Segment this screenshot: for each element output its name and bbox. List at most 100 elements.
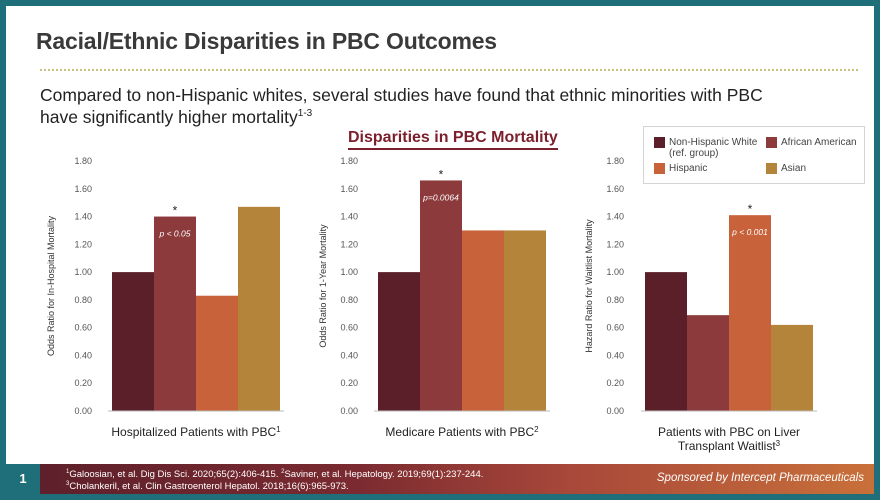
legend-swatch bbox=[654, 137, 665, 148]
y-tick-label: 1.00 bbox=[340, 267, 358, 277]
bar-2 bbox=[687, 315, 729, 411]
legend-label-line: African American bbox=[781, 137, 857, 148]
chart-1: 0.00 0.20 0.40 0.60 0.80 1.00 1.20 1.40 1.60 1.80… bbox=[46, 156, 284, 439]
ref2-text: Saviner, et al. Hepatology. 2019;69(1):2… bbox=[284, 469, 484, 481]
x-axis-caption-line: Medicare Patients with PBC2 bbox=[385, 425, 539, 439]
y-tick-label: 1.00 bbox=[74, 267, 92, 277]
ref2-sup: 2 bbox=[281, 469, 285, 475]
x-axis-caption-text: Transplant Waitlist bbox=[678, 439, 776, 453]
p-value-label: p=0.0064 bbox=[422, 192, 459, 202]
y-tick-label: 1.40 bbox=[340, 212, 358, 222]
y-tick-label: 0.60 bbox=[74, 323, 92, 333]
p-value-label: p < 0.05 bbox=[159, 229, 191, 239]
y-tick-label: 1.20 bbox=[340, 239, 358, 249]
significance-star: * bbox=[748, 202, 753, 216]
y-tick-label: 1.60 bbox=[74, 184, 92, 194]
y-tick-label: 0.00 bbox=[606, 406, 624, 416]
intro-text: Compared to non-Hispanic whites, several… bbox=[40, 84, 800, 128]
y-tick-label: 0.80 bbox=[74, 295, 92, 305]
reference-line-1: 1Galoosian, et al. Dig Dis Sci. 2020;65(… bbox=[66, 469, 483, 480]
y-tick-label: 0.60 bbox=[606, 323, 624, 333]
section-heading: Disparities in PBC Mortality bbox=[348, 129, 558, 150]
y-tick-label: 0.80 bbox=[606, 295, 624, 305]
y-tick-label: 1.40 bbox=[606, 212, 624, 222]
y-tick-label: 0.80 bbox=[340, 295, 358, 305]
legend-swatch bbox=[766, 137, 777, 148]
y-tick-label: 0.40 bbox=[74, 350, 92, 360]
title-divider bbox=[40, 69, 858, 71]
x-axis-caption-citation: 3 bbox=[776, 439, 781, 448]
y-tick-label: 0.00 bbox=[340, 406, 358, 416]
y-axis-label: Hazard Ratio for Waitlist Mortality bbox=[584, 219, 594, 353]
bar-1 bbox=[378, 272, 420, 411]
bar-4 bbox=[504, 230, 546, 411]
y-tick-label: 1.60 bbox=[606, 184, 624, 194]
y-tick-label: 1.20 bbox=[74, 239, 92, 249]
charts-canvas: 0.00 0.20 0.40 0.60 0.80 1.00 1.20 1.40 1.60 1.80… bbox=[46, 156, 817, 453]
y-tick-label: 1.80 bbox=[606, 156, 624, 166]
ref3-text: Cholankeril, et al. Clin Gastroenterol H… bbox=[69, 481, 349, 493]
intro-line-2-text: have significantly higher mortality bbox=[40, 107, 298, 127]
legend-label-line: Hispanic bbox=[669, 163, 708, 174]
x-axis-caption-citation: 2 bbox=[534, 425, 539, 434]
bar-4 bbox=[771, 324, 813, 411]
x-axis-caption-text: Patients with PBC on Liver bbox=[658, 425, 800, 439]
y-tick-label: 0.60 bbox=[340, 323, 358, 333]
ref3-sup: 3 bbox=[66, 481, 70, 487]
y-axis-label: Odds Ratio for 1-Year Mortality bbox=[318, 224, 328, 348]
legend-swatch bbox=[766, 163, 777, 174]
legend-label-line: Asian bbox=[781, 163, 807, 174]
x-axis-caption-line: Patients with PBC on Liver bbox=[658, 425, 800, 439]
y-axis-label: Odds Ratio for In-Hospital Mortality bbox=[46, 215, 56, 356]
legend-label: African American bbox=[781, 137, 857, 148]
bar-4 bbox=[238, 206, 280, 411]
chart-3: 0.00 0.20 0.40 0.60 0.80 1.00 1.20 1.40 1.60 1.80… bbox=[584, 156, 817, 453]
y-tick-label: 1.80 bbox=[340, 156, 358, 166]
x-axis-caption-line: Hospitalized Patients with PBC1 bbox=[111, 425, 281, 439]
legend-label-line: (ref. group) bbox=[669, 148, 719, 159]
x-axis-caption-line: Transplant Waitlist3 bbox=[678, 439, 781, 453]
legend-label: Asian bbox=[781, 163, 806, 174]
x-axis-caption-citation: 1 bbox=[276, 425, 281, 434]
y-tick-label: 0.20 bbox=[606, 378, 624, 388]
chart-legend: Non-Hispanic White (ref. group) African Am… bbox=[643, 126, 865, 184]
bar-1 bbox=[645, 272, 687, 411]
bar-1 bbox=[112, 272, 154, 411]
legend-swatch bbox=[654, 163, 665, 174]
y-tick-label: 0.40 bbox=[606, 350, 624, 360]
y-tick-label: 0.00 bbox=[74, 406, 92, 416]
bar-3 bbox=[729, 215, 771, 411]
y-tick-label: 0.20 bbox=[74, 378, 92, 388]
y-tick-label: 1.60 bbox=[340, 184, 358, 194]
legend-label: Non-Hispanic White (ref. group) bbox=[669, 137, 757, 159]
intro-line-2: have significantly higher mortality1-3 bbox=[40, 106, 800, 128]
ref1-text: Galoosian, et al. Dig Dis Sci. 2020;65(2… bbox=[69, 469, 282, 481]
y-tick-label: 0.20 bbox=[340, 378, 358, 388]
intro-line-1: Compared to non-Hispanic whites, several… bbox=[40, 85, 763, 105]
legend-label-line: Non-Hispanic White bbox=[669, 137, 758, 148]
footer-bar: 1 1Galoosian, et al. Dig Dis Sci. 2020;6… bbox=[6, 464, 874, 494]
bar-3 bbox=[196, 295, 238, 411]
y-tick-label: 1.40 bbox=[74, 212, 92, 222]
significance-star: * bbox=[173, 204, 178, 218]
y-tick-label: 1.80 bbox=[74, 156, 92, 166]
chart-2: 0.00 0.20 0.40 0.60 0.80 1.00 1.20 1.40 1.60 1.80… bbox=[318, 156, 550, 439]
intro-citation: 1-3 bbox=[297, 108, 313, 120]
legend-label: Hispanic bbox=[669, 163, 707, 174]
bar-2 bbox=[420, 180, 462, 411]
x-axis-caption-text: Medicare Patients with PBC bbox=[385, 425, 534, 439]
x-axis-caption-text: Hospitalized Patients with PBC bbox=[111, 425, 276, 439]
y-tick-label: 1.00 bbox=[606, 267, 624, 277]
sponsor-text: Sponsored by Intercept Pharmaceuticals bbox=[656, 472, 864, 484]
slide: Racial/Ethnic Disparities in PBC Outcome… bbox=[6, 6, 874, 494]
y-tick-label: 1.20 bbox=[606, 239, 624, 249]
ref1-sup: 1 bbox=[66, 469, 70, 475]
y-tick-label: 0.40 bbox=[340, 350, 358, 360]
slide-number: 1 bbox=[6, 464, 40, 494]
p-value-label: p < 0.001 bbox=[731, 227, 768, 237]
bar-2 bbox=[154, 216, 196, 411]
significance-star: * bbox=[439, 167, 444, 181]
bar-3 bbox=[462, 230, 504, 411]
reference-line-2: 3Cholankeril, et al. Clin Gastroenterol … bbox=[66, 481, 349, 492]
slide-title: Racial/Ethnic Disparities in PBC Outcome… bbox=[36, 28, 497, 54]
